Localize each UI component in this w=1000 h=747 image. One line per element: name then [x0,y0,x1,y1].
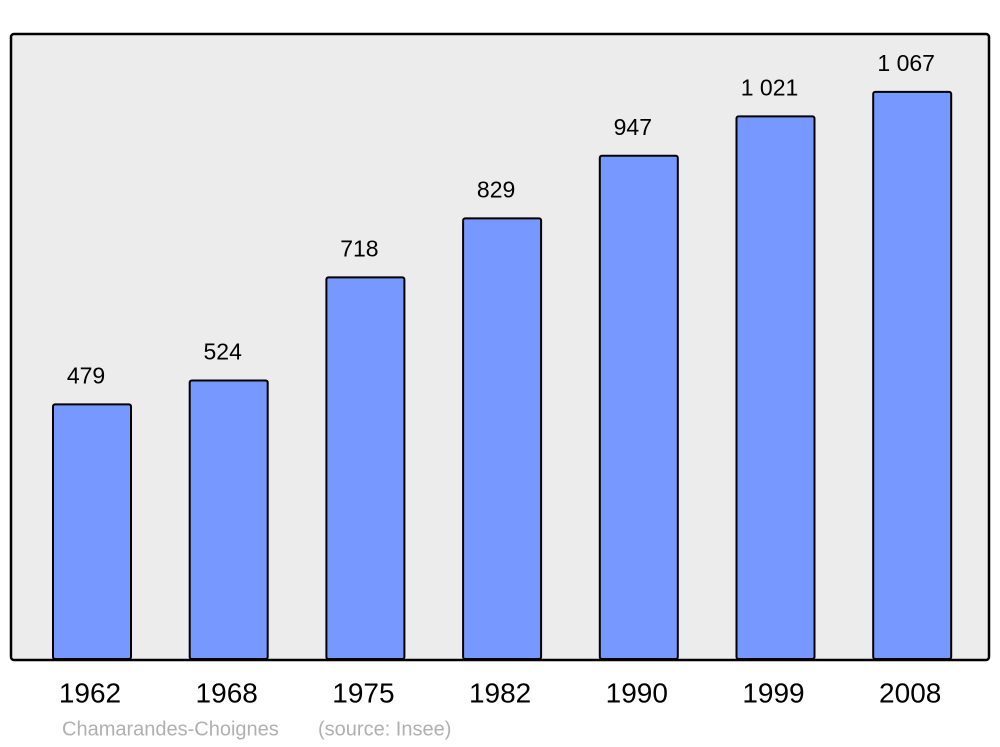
value-label: 718 [340,235,378,261]
value-label: 1 021 [741,74,799,100]
bar [735,115,816,660]
value-label: 479 [67,363,105,389]
x-tick-label: 1968 [196,677,258,708]
x-tick-label: 2008 [879,677,941,708]
caption: Chamarandes-Choignes [62,718,279,740]
source: (source: Insee) [318,718,451,740]
bar [872,90,953,660]
bar [598,154,679,660]
x-tick-label: 1990 [606,677,668,708]
bar [325,276,406,660]
x-tick-label: 1962 [59,677,121,708]
x-tick-label: 1982 [469,677,531,708]
bar [188,379,269,660]
x-tick-label: 1975 [332,677,394,708]
bar [462,217,543,660]
value-label: 947 [614,114,652,140]
value-label: 829 [477,176,515,202]
x-tick-label: 1999 [742,677,804,708]
value-label: 524 [204,339,243,365]
bar [52,403,132,660]
value-label: 1 067 [877,50,935,76]
